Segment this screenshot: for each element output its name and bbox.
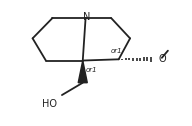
Text: HO: HO [42,99,57,109]
Polygon shape [78,60,87,83]
Text: O: O [158,54,166,64]
Text: or1: or1 [86,67,97,73]
Text: or1: or1 [110,48,122,54]
Text: N: N [83,12,90,22]
